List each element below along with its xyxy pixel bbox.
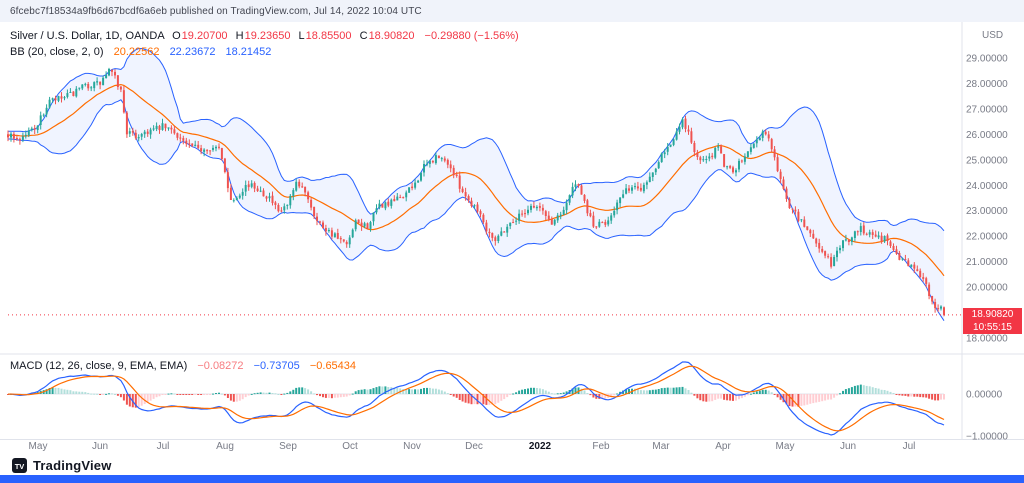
bollinger-legend: BB (20, close, 2, 0) 20.22562 22.23672 1…	[10, 45, 271, 59]
bollinger-legend-title[interactable]: BB (20, close, 2, 0)	[10, 46, 104, 58]
price-macd-chart[interactable]: USD 29.00000 28.00000 27.00000 26.00000 25.00…	[0, 22, 1024, 440]
svg-text:TV: TV	[15, 462, 25, 471]
price-axis-label: 29.00000	[966, 54, 1008, 65]
high-label: H	[235, 30, 244, 42]
time-axis-label: May	[775, 441, 795, 452]
macd-legend-title[interactable]: MACD (12, 26, close, 9, EMA, EMA)	[10, 360, 188, 372]
time-axis-label: Nov	[403, 441, 421, 452]
low-label: L	[298, 30, 305, 42]
symbol-title[interactable]: Silver / U.S. Dollar, 1D, OANDA	[10, 30, 165, 42]
symbol-legend: Silver / U.S. Dollar, 1D, OANDA O19.2070…	[10, 29, 519, 43]
price-axis-unit: USD	[982, 30, 1003, 41]
time-axis-label: Jun	[839, 441, 857, 452]
time-axis-label: Jun	[91, 441, 109, 452]
open-label: O	[172, 30, 181, 42]
price-axis: USD 29.00000 28.00000 27.00000 26.00000 25.00…	[966, 30, 1008, 440]
price-axis-label: 28.00000	[966, 79, 1008, 90]
time-axis-label: May	[28, 441, 48, 452]
time-axis[interactable]: May Jun Jul Aug Sep Oct Nov Dec 2022 Feb Mar Apr May…	[0, 440, 1024, 456]
chart-area: USD 29.00000 28.00000 27.00000 26.00000 25.00…	[0, 22, 1024, 440]
price-axis-label: 22.00000	[966, 232, 1008, 243]
footer: TV TradingView	[0, 456, 1024, 475]
price-axis-label: 20.00000	[966, 283, 1008, 294]
price-axis-label: 21.00000	[966, 257, 1008, 268]
close-label: C	[359, 30, 368, 42]
candlestick-series	[7, 67, 945, 317]
time-axis-label: Oct	[342, 441, 358, 452]
price-axis-label: 24.00000	[966, 181, 1008, 192]
time-axis-label: Jul	[902, 441, 916, 452]
tradingview-wordmark[interactable]: TradingView	[33, 458, 112, 473]
time-axis-label: Mar	[652, 441, 670, 452]
macd-pane	[7, 361, 945, 436]
bar-countdown-tag: 10:55:15	[963, 321, 1022, 334]
last-price-tag: 18.90820	[963, 308, 1022, 321]
time-axis-label: Jul	[156, 441, 170, 452]
bollinger-basis-value: 20.22562	[113, 46, 160, 58]
change-value: −0.29880 (−1.56%)	[424, 30, 519, 42]
bollinger-bands	[8, 48, 945, 321]
price-axis-label: 23.00000	[966, 206, 1008, 217]
pane-separators	[0, 22, 1024, 440]
macd-line-value: −0.73705	[253, 360, 300, 372]
price-axis-label: 27.00000	[966, 104, 1008, 115]
time-axis-label: Apr	[715, 441, 731, 452]
macd-signal-value: −0.65434	[309, 360, 357, 372]
publish-text: 6fcebc7f18534a9fb6d67bcdf6a6eb published…	[10, 5, 422, 17]
macd-histogram-value: −0.08272	[197, 360, 244, 372]
bollinger-upper-value: 22.23672	[169, 46, 216, 58]
macd-axis-label: −1.00000	[966, 432, 1008, 441]
close-value: 18.90820	[368, 30, 415, 42]
low-value: 18.85500	[305, 30, 352, 42]
price-axis-label: 26.00000	[966, 130, 1008, 141]
bollinger-lower-value: 18.21452	[225, 46, 272, 58]
price-axis-label: 25.00000	[966, 155, 1008, 166]
high-value: 19.23650	[244, 30, 291, 42]
time-axis-label: Aug	[216, 441, 234, 452]
macd-axis-label: 0.00000	[966, 390, 1003, 401]
time-axis-label: Dec	[465, 441, 483, 452]
time-axis-year-label: 2022	[528, 441, 552, 452]
tradingview-logo-icon: TV	[12, 458, 27, 473]
time-axis-label: Feb	[592, 441, 610, 452]
publish-bar: 6fcebc7f18534a9fb6d67bcdf6a6eb published…	[0, 0, 1024, 22]
macd-legend: MACD (12, 26, close, 9, EMA, EMA) −0.082…	[10, 359, 356, 373]
time-axis-label: Sep	[279, 441, 297, 452]
open-value: 19.20700	[181, 30, 228, 42]
price-axis-label: 18.00000	[966, 334, 1008, 345]
brand-accent-bar	[0, 475, 1024, 483]
